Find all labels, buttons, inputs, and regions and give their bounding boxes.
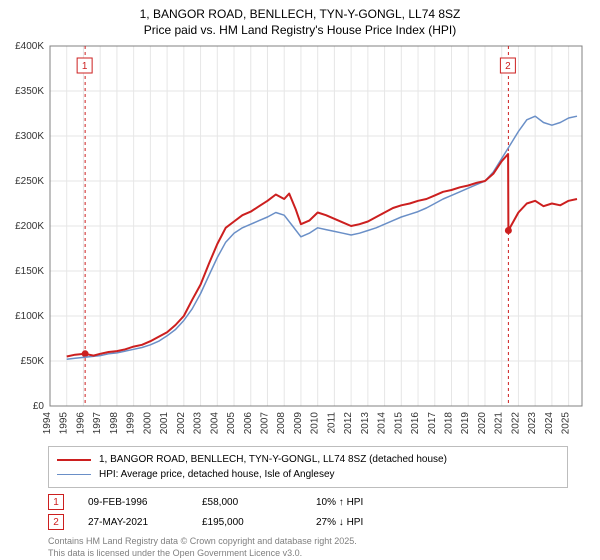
svg-text:1999: 1999 — [126, 412, 137, 435]
marker-date: 27-MAY-2021 — [88, 517, 178, 528]
svg-text:2016: 2016 — [410, 412, 421, 435]
legend-item: 1, BANGOR ROAD, BENLLECH, TYN-Y-GONGL, L… — [57, 452, 559, 467]
svg-text:2006: 2006 — [243, 412, 254, 435]
svg-text:2002: 2002 — [176, 412, 187, 435]
svg-text:2000: 2000 — [142, 412, 153, 435]
svg-text:£350K: £350K — [15, 86, 44, 97]
svg-text:1995: 1995 — [59, 412, 70, 435]
marker-row: 2 27-MAY-2021 £195,000 27% ↓ HPI — [48, 512, 568, 532]
title-line-2: Price paid vs. HM Land Registry's House … — [10, 22, 590, 38]
svg-text:2010: 2010 — [310, 412, 321, 435]
svg-text:2023: 2023 — [527, 412, 538, 435]
svg-text:£0: £0 — [33, 401, 45, 412]
legend-label: HPI: Average price, detached house, Isle… — [99, 467, 335, 482]
chart-container: 1, BANGOR ROAD, BENLLECH, TYN-Y-GONGL, L… — [0, 0, 600, 560]
footer-attribution: Contains HM Land Registry data © Crown c… — [48, 536, 568, 559]
svg-text:1998: 1998 — [109, 412, 120, 435]
legend-swatch — [57, 459, 91, 461]
svg-text:2012: 2012 — [343, 412, 354, 435]
svg-text:1996: 1996 — [75, 412, 86, 435]
legend: 1, BANGOR ROAD, BENLLECH, TYN-Y-GONGL, L… — [48, 446, 568, 488]
svg-text:2018: 2018 — [444, 412, 455, 435]
chart-plot: £0 £50K £100K £150K £200K £250K £300K £350K £400… — [0, 40, 600, 440]
svg-text:2009: 2009 — [293, 412, 304, 435]
marker-badge: 1 — [48, 494, 64, 510]
svg-text:2: 2 — [505, 61, 511, 72]
title-line-1: 1, BANGOR ROAD, BENLLECH, TYN-Y-GONGL, L… — [10, 6, 590, 22]
svg-text:2022: 2022 — [510, 412, 521, 435]
marker-row: 1 09-FEB-1996 £58,000 10% ↑ HPI — [48, 492, 568, 512]
svg-text:2024: 2024 — [544, 412, 555, 435]
svg-text:£100K: £100K — [15, 311, 44, 322]
svg-text:2003: 2003 — [193, 412, 204, 435]
svg-text:£300K: £300K — [15, 131, 44, 142]
svg-text:2021: 2021 — [494, 412, 505, 435]
legend-swatch — [57, 474, 91, 475]
svg-text:£400K: £400K — [15, 41, 44, 52]
svg-text:2019: 2019 — [460, 412, 471, 435]
svg-text:2005: 2005 — [226, 412, 237, 435]
svg-text:2013: 2013 — [360, 412, 371, 435]
svg-text:£200K: £200K — [15, 221, 44, 232]
svg-text:2014: 2014 — [377, 412, 388, 435]
svg-text:£250K: £250K — [15, 176, 44, 187]
svg-text:1994: 1994 — [42, 412, 53, 435]
svg-text:2017: 2017 — [427, 412, 438, 435]
marker-pct: 10% ↑ HPI — [316, 497, 426, 508]
marker-price: £58,000 — [202, 497, 292, 508]
legend-label: 1, BANGOR ROAD, BENLLECH, TYN-Y-GONGL, L… — [99, 452, 447, 467]
marker-table: 1 09-FEB-1996 £58,000 10% ↑ HPI 2 27-MAY-2021… — [48, 492, 568, 532]
svg-text:1997: 1997 — [92, 412, 103, 435]
svg-text:2015: 2015 — [393, 412, 404, 435]
marker-pct: 27% ↓ HPI — [316, 517, 426, 528]
footer-line-2: This data is licensed under the Open Gov… — [48, 548, 568, 560]
svg-text:2008: 2008 — [276, 412, 287, 435]
svg-text:2011: 2011 — [326, 412, 337, 434]
svg-text:2020: 2020 — [477, 412, 488, 435]
svg-text:2001: 2001 — [159, 412, 170, 435]
chart-title: 1, BANGOR ROAD, BENLLECH, TYN-Y-GONGL, L… — [0, 0, 600, 40]
svg-text:£50K: £50K — [21, 356, 45, 367]
svg-text:2004: 2004 — [209, 412, 220, 435]
marker-badge: 2 — [48, 514, 64, 530]
marker-price: £195,000 — [202, 517, 292, 528]
chart-svg: £0 £50K £100K £150K £200K £250K £300K £350K £400… — [0, 40, 600, 440]
marker-date: 09-FEB-1996 — [88, 497, 178, 508]
legend-item: HPI: Average price, detached house, Isle… — [57, 467, 559, 482]
svg-text:2007: 2007 — [259, 412, 270, 435]
svg-text:£150K: £150K — [15, 266, 44, 277]
svg-text:1: 1 — [82, 61, 88, 72]
footer-line-1: Contains HM Land Registry data © Crown c… — [48, 536, 568, 548]
svg-text:2025: 2025 — [561, 412, 572, 435]
